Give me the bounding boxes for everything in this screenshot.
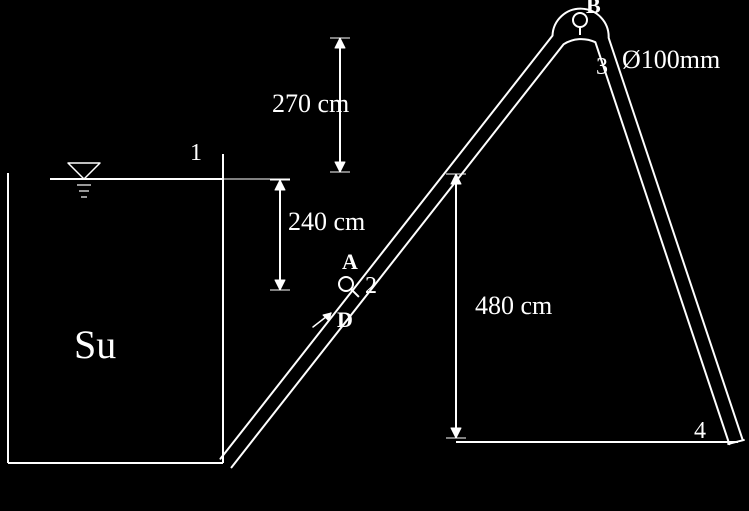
label-node-1: 1 bbox=[190, 140, 202, 166]
label-point-b: B bbox=[586, 0, 601, 18]
label-node-4: 4 bbox=[694, 418, 706, 444]
label-dim-240: 240 cm bbox=[288, 207, 365, 236]
label-dim-270: 270 cm bbox=[272, 89, 349, 118]
label-node-3: 3 bbox=[596, 54, 608, 80]
label-su: Su bbox=[74, 322, 116, 367]
label-node-2: 2 bbox=[365, 273, 377, 299]
valve-b-icon bbox=[573, 13, 587, 27]
label-diameter: Ø100mm bbox=[622, 45, 720, 74]
label-dim-480: 480 cm bbox=[475, 291, 552, 320]
label-point-d: D bbox=[337, 307, 353, 332]
label-point-a: A bbox=[342, 249, 358, 274]
